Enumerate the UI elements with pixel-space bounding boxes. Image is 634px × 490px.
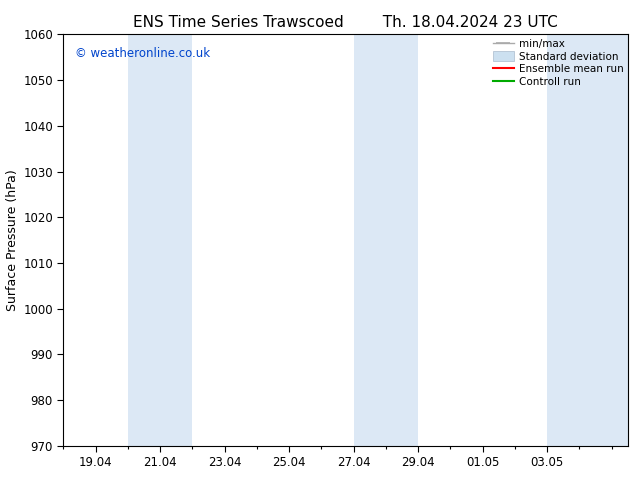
Text: © weatheronline.co.uk: © weatheronline.co.uk xyxy=(75,47,210,60)
Bar xyxy=(354,34,418,446)
Bar xyxy=(128,34,192,446)
Title: ENS Time Series Trawscoed        Th. 18.04.2024 23 UTC: ENS Time Series Trawscoed Th. 18.04.2024… xyxy=(133,15,558,30)
Y-axis label: Surface Pressure (hPa): Surface Pressure (hPa) xyxy=(6,169,19,311)
Bar xyxy=(547,34,628,446)
Legend: min/max, Standard deviation, Ensemble mean run, Controll run: min/max, Standard deviation, Ensemble me… xyxy=(491,36,626,89)
